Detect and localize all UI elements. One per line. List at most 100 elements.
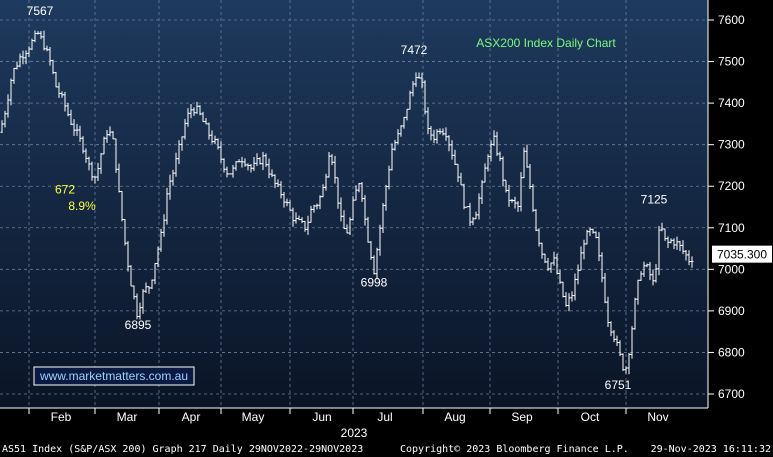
ohlc-bar (120, 191, 124, 222)
watermark-text: www.marketmatters.com.au (39, 369, 188, 383)
ohlc-bar (519, 172, 523, 212)
ohlc-bar (294, 212, 298, 224)
ohlc-bar (687, 250, 691, 266)
ohlc-bar (405, 108, 409, 121)
ohlc-bar (45, 45, 49, 52)
ohlc-bar (129, 265, 133, 287)
ohlc-bar (375, 247, 379, 280)
ohlc-bar (417, 72, 421, 79)
ohlc-bar (216, 138, 220, 150)
ohlc-bar (645, 263, 649, 268)
ohlc-bar (72, 119, 76, 136)
ohlc-bar (312, 204, 316, 213)
ohlc-bar (669, 238, 673, 244)
y-tick-label: 7100 (718, 221, 745, 235)
x-axis-year: 2023 (341, 426, 368, 440)
ohlc-bar (186, 108, 190, 127)
ohlc-bar (318, 195, 322, 210)
ohlc-bar (666, 236, 670, 249)
ohlc-bar (48, 47, 52, 66)
ohlc-bar (474, 211, 478, 220)
ohlc-bar (321, 184, 325, 198)
ohlc-bar (597, 232, 601, 262)
ohlc-bar (333, 155, 337, 184)
ohlc-bar (420, 72, 424, 89)
x-axis-ticks: Feb Mar Apr May Jun Jul Aug Sep Oct Nov (28, 408, 669, 424)
ohlc-bar (516, 201, 520, 212)
ohlc-bar (27, 46, 31, 58)
y-tick-label: 7400 (718, 96, 745, 110)
ohlc-bar (507, 184, 511, 207)
ohlc-bar (51, 59, 55, 75)
ohlc-bar (471, 217, 475, 226)
ohlc-bar (288, 200, 292, 211)
ohlc-bar (141, 288, 145, 314)
ohlc-bar (24, 50, 28, 65)
ohlc-bar (510, 198, 514, 203)
x-tick-label: Oct (581, 410, 600, 424)
ohlc-bar (213, 135, 217, 145)
ohlc-bar (489, 140, 493, 162)
y-tick-label: 7200 (718, 179, 745, 193)
ohlc-bar (144, 282, 148, 293)
ohlc-bar (408, 90, 412, 110)
ohlc-bar (372, 255, 376, 275)
ohlc-bar (36, 31, 40, 35)
ohlc-bar (273, 174, 277, 189)
y-tick-label: 7000 (718, 262, 745, 276)
ohlc-bar (150, 279, 154, 290)
ohlc-bar (363, 195, 367, 226)
ohlc-bar (576, 264, 580, 285)
ohlc-bar (42, 30, 46, 51)
ohlc-bar (399, 125, 403, 137)
ohlc-bar (411, 81, 415, 97)
ohlc-bar (393, 139, 397, 151)
ohlc-bar (240, 156, 244, 168)
last-value-badge: 7035.300 (712, 245, 772, 263)
ohlc-bar (606, 296, 610, 327)
x-tick-label: Aug (444, 410, 465, 424)
ohlc-bar (633, 297, 637, 330)
ohlc-bar (684, 250, 688, 261)
ohlc-bar (90, 161, 94, 181)
ohlc-bar (18, 53, 22, 68)
ohlc-bar (462, 183, 466, 210)
ohlc-bar (291, 207, 295, 227)
ohlc-bar (534, 209, 538, 232)
ohlc-bar (105, 129, 109, 143)
ohlc-bar (324, 173, 328, 191)
x-tick-label: Jul (377, 410, 392, 424)
ohlc-bar (276, 179, 280, 187)
ohlc-bar (255, 153, 259, 167)
annotations: 7567 7472 672 8.9% 6895 6998 7125 6751 (27, 4, 668, 392)
x-tick-label: Jun (312, 410, 331, 424)
ohlc-bar (60, 91, 64, 98)
ohlc-bar (468, 202, 472, 227)
footer-left: AS51 Index (S&P/ASX 200) Graph 217 Daily… (2, 444, 363, 455)
ohlc-bar (309, 205, 313, 223)
ohlc-bar (54, 72, 58, 88)
ohlc-bar (360, 181, 364, 202)
ohlc-bar (327, 152, 331, 178)
ohlc-bar (429, 125, 433, 141)
ohlc-bar (642, 261, 646, 277)
ohlc-bar (114, 138, 118, 173)
ohlc-bar (543, 253, 547, 263)
ohlc-bar (246, 163, 250, 171)
ohlc-bar (117, 163, 121, 193)
ohlc-bar (387, 165, 391, 190)
ohlc-bar (678, 240, 682, 252)
ohlc-bar (450, 140, 454, 160)
ohlc-bar (603, 273, 607, 304)
ohlc-bar (315, 203, 319, 210)
ohlc-bar (381, 203, 385, 234)
ohlc-bar (546, 257, 550, 272)
ohlc-bar (681, 240, 685, 255)
ohlc-bar (528, 164, 532, 190)
ohlc-bar (591, 228, 595, 234)
ohlc-bar (171, 169, 175, 186)
ohlc-bar (564, 292, 568, 307)
ohlc-bar (210, 130, 214, 144)
ohlc-bar (492, 130, 496, 146)
ohlc-bar (222, 158, 226, 173)
